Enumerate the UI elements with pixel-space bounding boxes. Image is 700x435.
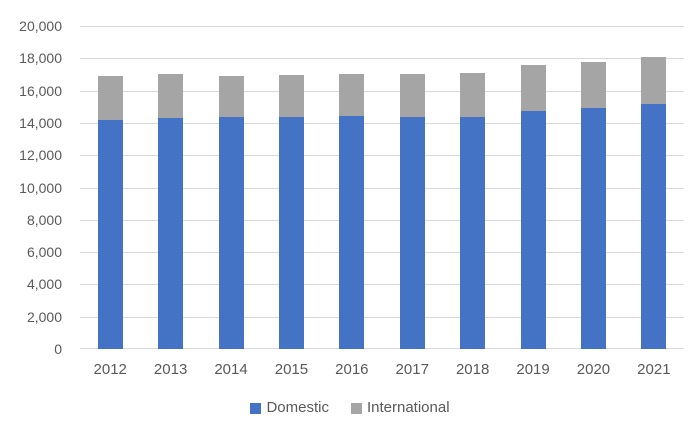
bar-segment-domestic-2020	[580, 108, 606, 349]
bar-group-2014	[218, 76, 244, 349]
x-tick-label: 2012	[93, 361, 127, 378]
domestic-swatch-icon	[250, 402, 262, 414]
bar-slot-2015	[261, 26, 321, 349]
legend-item-international: International	[350, 399, 450, 417]
y-tick-label: 8,000	[26, 211, 62, 228]
bar-segment-domestic-2019	[520, 110, 546, 349]
x-tick-label: 2020	[576, 361, 611, 378]
bar-segment-domestic-2015	[278, 117, 304, 349]
bar-group-2021	[641, 56, 667, 349]
bar-group-2018	[460, 72, 486, 349]
bar-segment-domestic-2016	[339, 115, 365, 349]
bar-slot-2018	[442, 26, 502, 349]
y-tick-label: 16,000	[19, 82, 62, 99]
bar-slot-2016	[322, 26, 382, 349]
bar-slot-2013	[140, 26, 200, 349]
bar-segment-international-2020	[580, 61, 606, 109]
y-tick-label: 14,000	[19, 114, 62, 131]
bar-segment-international-2018	[460, 72, 486, 118]
y-tick-label: 20,000	[19, 18, 62, 34]
bar-slot-2017	[382, 26, 442, 349]
bar-slot-2012	[80, 26, 140, 349]
gridline	[80, 155, 684, 157]
bar-group-2016	[339, 73, 365, 349]
bar-segment-domestic-2014	[218, 117, 244, 349]
plot-area	[80, 26, 684, 349]
bars-row	[80, 26, 684, 349]
x-tick-label: 2014	[214, 361, 248, 378]
bar-segment-international-2015	[278, 75, 304, 118]
gridline	[80, 58, 684, 60]
bar-slot-2021	[624, 26, 684, 349]
x-tick-label: 2021	[637, 361, 671, 378]
y-tick-label: 0	[54, 341, 62, 357]
x-tick-label: 2015	[274, 361, 309, 378]
x-tick-label: 2013	[153, 361, 188, 378]
bar-segment-domestic-2021	[641, 103, 667, 349]
y-tick-label: 4,000	[26, 276, 62, 293]
international-swatch-icon	[350, 402, 362, 414]
y-tick-label: 6,000	[26, 244, 62, 261]
bar-slot-2014	[201, 26, 261, 349]
gridline	[80, 90, 684, 92]
bar-segment-domestic-2018	[460, 117, 486, 349]
legend-label-domestic: Domestic	[266, 399, 329, 416]
bar-group-2013	[158, 74, 184, 349]
bar-group-2020	[580, 61, 606, 349]
bar-segment-international-2016	[339, 73, 365, 116]
y-tick-label: 12,000	[19, 147, 62, 164]
gridline	[80, 122, 684, 124]
gridline	[80, 252, 684, 254]
gridline	[80, 26, 684, 27]
bar-slot-2019	[503, 26, 563, 349]
gridline	[80, 316, 684, 318]
y-tick-label: 18,000	[19, 50, 62, 67]
x-tick-label: 2019	[516, 361, 550, 378]
gridline	[80, 187, 684, 189]
bar-segment-international-2017	[399, 74, 425, 118]
bar-segment-international-2013	[158, 74, 184, 119]
legend-item-domestic: Domestic	[250, 399, 329, 417]
bar-group-2017	[399, 74, 425, 349]
y-axis-labels: 0 2,000 4,000 6,000 8,000 10,000 12,000 14,000 1…	[0, 18, 62, 357]
bar-group-2019	[520, 64, 546, 349]
y-tick-label: 2,000	[26, 308, 62, 325]
x-tick-label: 2017	[395, 361, 429, 378]
bar-segment-international-2019	[520, 64, 546, 111]
bar-slot-2020	[563, 26, 623, 349]
gridline	[80, 219, 684, 221]
x-axis-line	[80, 348, 684, 349]
bar-group-2015	[278, 75, 304, 349]
x-tick-label: 2018	[455, 361, 490, 378]
bar-segment-international-2021	[641, 56, 667, 104]
bar-segment-domestic-2017	[399, 117, 425, 349]
bar-segment-international-2012	[97, 76, 123, 120]
bar-segment-domestic-2012	[97, 119, 123, 349]
legend-label-international: International	[366, 399, 450, 416]
x-axis-labels: 2012 2013 2014 2015 2016 2017 2018 2019 2020 2021	[80, 360, 684, 380]
bar-segment-domestic-2013	[158, 118, 184, 349]
bar-group-2012	[97, 76, 123, 349]
gridline	[80, 284, 684, 286]
bar-segment-international-2014	[218, 76, 244, 118]
legend: Domestic International	[0, 399, 700, 417]
x-tick-label: 2016	[335, 361, 369, 378]
y-tick-label: 10,000	[19, 179, 62, 196]
